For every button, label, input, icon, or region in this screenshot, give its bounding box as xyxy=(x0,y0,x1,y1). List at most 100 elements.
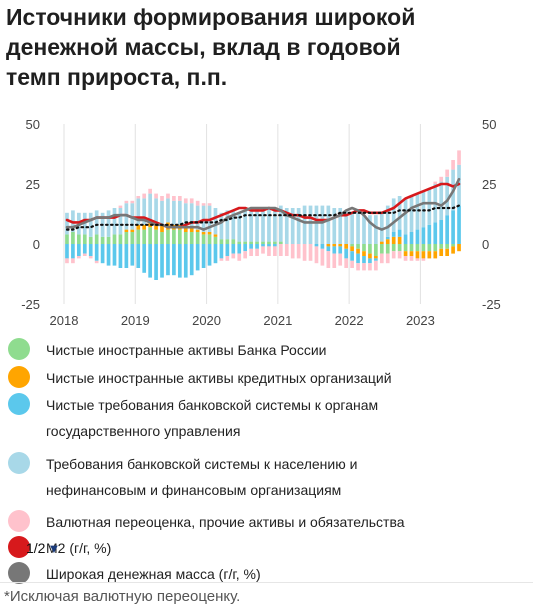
y-tick-label-right: -25 xyxy=(482,297,501,312)
bar-segment xyxy=(249,210,253,242)
chevron-down-icon[interactable]: ▼ xyxy=(47,541,61,556)
bar-segment xyxy=(172,200,176,225)
legend-label: Чистые иностранные активы кредитных орга… xyxy=(46,370,392,386)
footnote: *Исключая валютную переоценку. xyxy=(4,588,241,605)
bar-segment xyxy=(433,181,438,184)
bar-segment xyxy=(326,244,331,247)
bar-segment xyxy=(326,205,331,244)
bar-segment xyxy=(219,258,224,261)
bar-segment xyxy=(166,244,170,276)
x-tick-label: 2023 xyxy=(406,313,435,328)
bar-segment xyxy=(142,224,147,230)
bar-segment xyxy=(362,244,366,252)
bar-segment xyxy=(421,191,426,228)
bar-segment xyxy=(213,208,218,235)
bar-segment xyxy=(308,205,313,244)
bar-segment xyxy=(344,248,349,259)
bar-segment xyxy=(142,244,147,273)
pager[interactable]: 1/2 ▼ xyxy=(26,540,60,556)
legend-label: Чистые иностранные активы Банка России xyxy=(46,342,327,358)
bar-segment xyxy=(344,210,349,244)
bar-segment xyxy=(94,260,99,264)
legend-label: Требования банковской системы к населени… xyxy=(46,456,358,472)
bar-segment xyxy=(255,248,259,256)
bar-segment xyxy=(314,244,319,247)
legend-label: М2 (г/г, %) xyxy=(46,540,112,556)
bar-segment xyxy=(237,244,242,254)
x-tick-label: 2022 xyxy=(335,313,364,328)
bar-segment xyxy=(82,234,87,244)
bar-segment xyxy=(166,193,170,199)
bar-segment xyxy=(237,253,242,261)
bar-segment xyxy=(267,208,271,242)
bar-segment xyxy=(88,244,93,256)
bar-segment xyxy=(433,244,438,252)
bar-segment xyxy=(124,232,129,244)
legend-swatch-icon xyxy=(8,510,30,532)
bar-segment xyxy=(451,160,455,170)
bar-segment xyxy=(391,232,396,237)
bar-segment xyxy=(243,244,248,252)
bar-segment xyxy=(439,244,444,249)
bar-segment xyxy=(189,198,194,204)
bar-segment xyxy=(302,205,307,244)
bar-segment xyxy=(320,244,325,249)
bar-segment xyxy=(368,215,372,244)
bar-segment xyxy=(88,256,93,259)
bar-segment xyxy=(225,239,230,244)
bar-segment xyxy=(255,208,259,242)
bar-segment xyxy=(290,244,295,259)
bar-segment xyxy=(451,246,455,254)
x-tick-label: 2019 xyxy=(121,313,150,328)
bar-segment xyxy=(142,198,147,225)
bar-segment xyxy=(385,244,390,254)
legend-label-cont: государственного управления xyxy=(46,423,241,439)
y-tick-label-right: 50 xyxy=(482,117,496,132)
bar-segment xyxy=(219,239,224,244)
bar-segment xyxy=(65,234,69,244)
bar-segment xyxy=(124,200,129,204)
bar-segment xyxy=(136,224,141,230)
bar-segment xyxy=(207,203,212,206)
bar-segment xyxy=(207,232,212,235)
bar-segment xyxy=(374,260,378,271)
bar-segment xyxy=(195,229,200,232)
legend-swatch-icon xyxy=(8,393,30,415)
bar-segment xyxy=(374,256,378,259)
bar-segment xyxy=(427,224,432,244)
bar-segment xyxy=(344,244,349,249)
legend-swatch-icon xyxy=(8,366,30,388)
bar-segment xyxy=(189,244,194,276)
legend-label: Чистые требования банковской системы к о… xyxy=(46,397,379,413)
bar-segment xyxy=(225,210,230,240)
bar-segment xyxy=(314,205,319,244)
bar-segment xyxy=(225,244,230,256)
bar-segment xyxy=(77,244,81,256)
bar-segment xyxy=(130,229,135,232)
bar-segment xyxy=(385,236,390,240)
bar-segment xyxy=(142,229,147,244)
bar-segment xyxy=(154,229,158,244)
bar-segment xyxy=(118,205,123,208)
bar-segment xyxy=(213,244,218,264)
bar-segment xyxy=(249,248,253,256)
bar-segment xyxy=(427,244,432,252)
bar-segment xyxy=(77,256,81,259)
bar-segment xyxy=(391,244,396,252)
bar-segment xyxy=(350,251,354,261)
y-tick-label-right: 25 xyxy=(482,177,496,192)
bar-segment xyxy=(409,196,414,232)
bar-segment xyxy=(433,251,438,259)
bar-segment xyxy=(356,212,360,244)
bar-segment xyxy=(391,251,396,259)
bar-segment xyxy=(213,236,218,244)
bar-segment xyxy=(136,229,141,244)
bar-segment xyxy=(65,212,69,235)
bar-segment xyxy=(195,205,200,230)
bar-segment xyxy=(255,244,259,249)
bar-segment xyxy=(445,244,449,249)
bar-segment xyxy=(273,244,277,247)
bar-segment xyxy=(130,200,135,204)
bar-segment xyxy=(88,212,93,237)
bar-segment xyxy=(231,210,236,240)
